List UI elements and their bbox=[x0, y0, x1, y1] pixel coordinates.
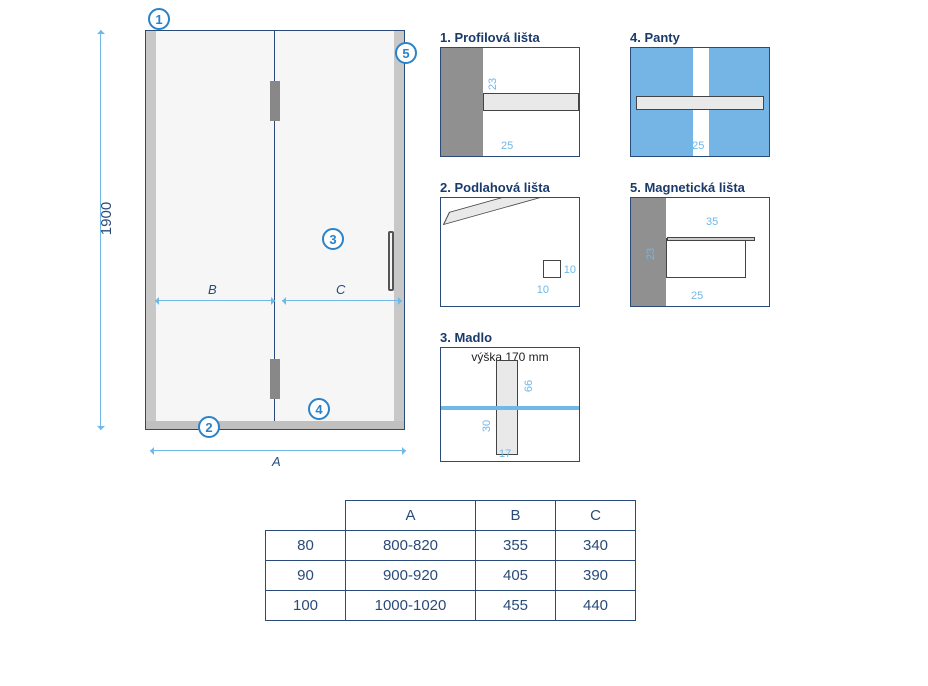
detail-2-dim-v: 10 bbox=[564, 264, 576, 276]
detail-1-label: 1. Profilová lišta bbox=[440, 30, 585, 45]
detail-5-dim-bot: 25 bbox=[691, 290, 703, 302]
detail-2-label: 2. Podlahová lišta bbox=[440, 180, 585, 195]
detail-3-label: 3. Madlo bbox=[440, 330, 585, 345]
detail-4: 4. Panty 35 125 bbox=[630, 30, 775, 157]
detail-1-dim-h: 25 bbox=[501, 140, 513, 152]
detail-4-label: 4. Panty bbox=[630, 30, 775, 45]
detail-1-dim-v: 23 bbox=[487, 78, 499, 90]
cell: 405 bbox=[476, 561, 556, 591]
detail-3-dim-lower: 30 bbox=[481, 420, 493, 432]
callout-1: 1 bbox=[148, 8, 170, 30]
table-row: 90 900-920 405 390 bbox=[266, 561, 636, 591]
detail-3: 3. Madlo výška 170 mm 66 30 17 bbox=[440, 330, 585, 462]
dim-c-arrow bbox=[282, 300, 402, 301]
dim-height-label: 1900 bbox=[98, 202, 115, 235]
detail-4-plate bbox=[636, 96, 764, 110]
detail-5-label: 5. Magnetická lišta bbox=[630, 180, 775, 195]
cell: 340 bbox=[556, 531, 636, 561]
detail-5-dim-left: 23 bbox=[645, 248, 657, 260]
cell: 440 bbox=[556, 591, 636, 621]
cell: 1000-1020 bbox=[346, 591, 476, 621]
detail-2-rail bbox=[443, 197, 580, 225]
floor-rail bbox=[146, 421, 404, 429]
dimensions-table: A B C 80 800-820 355 340 90 900-920 405 … bbox=[265, 500, 636, 621]
detail-4-dim-h: 125 bbox=[686, 140, 704, 152]
table-row: 100 1000-1020 455 440 bbox=[266, 591, 636, 621]
detail-2-dim-h: 10 bbox=[537, 284, 549, 296]
th-b: B bbox=[476, 501, 556, 531]
cell: 80 bbox=[266, 531, 346, 561]
detail-1: 1. Profilová lišta 23 25 bbox=[440, 30, 585, 157]
detail-2-endcap bbox=[543, 260, 561, 278]
detail-5-profile bbox=[666, 238, 746, 278]
callout-4: 4 bbox=[308, 398, 330, 420]
dim-a-arrow bbox=[150, 450, 406, 451]
cell: 100 bbox=[266, 591, 346, 621]
detail-1-bar bbox=[483, 93, 579, 111]
detail-4-dim-v: 35 bbox=[754, 82, 766, 94]
door-panel-left bbox=[146, 31, 275, 429]
main-door-diagram bbox=[145, 30, 405, 430]
cell: 355 bbox=[476, 531, 556, 561]
detail-3-dim-w: 17 bbox=[499, 448, 511, 460]
dim-b-arrow bbox=[155, 300, 275, 301]
th-blank bbox=[266, 501, 346, 531]
detail-5-profile-top bbox=[667, 237, 755, 241]
detail-5: 5. Magnetická lišta 35 23 25 bbox=[630, 180, 775, 307]
cell: 455 bbox=[476, 591, 556, 621]
detail-5-dim-top: 35 bbox=[706, 216, 718, 228]
hinge-top bbox=[270, 81, 280, 121]
callout-3: 3 bbox=[322, 228, 344, 250]
dim-c-label: C bbox=[336, 282, 345, 297]
callout-2: 2 bbox=[198, 416, 220, 438]
table-header-row: A B C bbox=[266, 501, 636, 531]
hinge-bottom bbox=[270, 359, 280, 399]
cell: 800-820 bbox=[346, 531, 476, 561]
dim-b-label: B bbox=[208, 282, 217, 297]
cell: 900-920 bbox=[346, 561, 476, 591]
cell: 390 bbox=[556, 561, 636, 591]
door-handle bbox=[388, 231, 394, 291]
cell: 90 bbox=[266, 561, 346, 591]
th-a: A bbox=[346, 501, 476, 531]
th-c: C bbox=[556, 501, 636, 531]
table-row: 80 800-820 355 340 bbox=[266, 531, 636, 561]
detail-2: 2. Podlahová lišta 10 10 bbox=[440, 180, 585, 307]
detail-3-glass bbox=[441, 406, 579, 410]
detail-3-dim-upper: 66 bbox=[523, 380, 535, 392]
callout-5: 5 bbox=[395, 42, 417, 64]
dim-a-label: A bbox=[272, 454, 281, 469]
